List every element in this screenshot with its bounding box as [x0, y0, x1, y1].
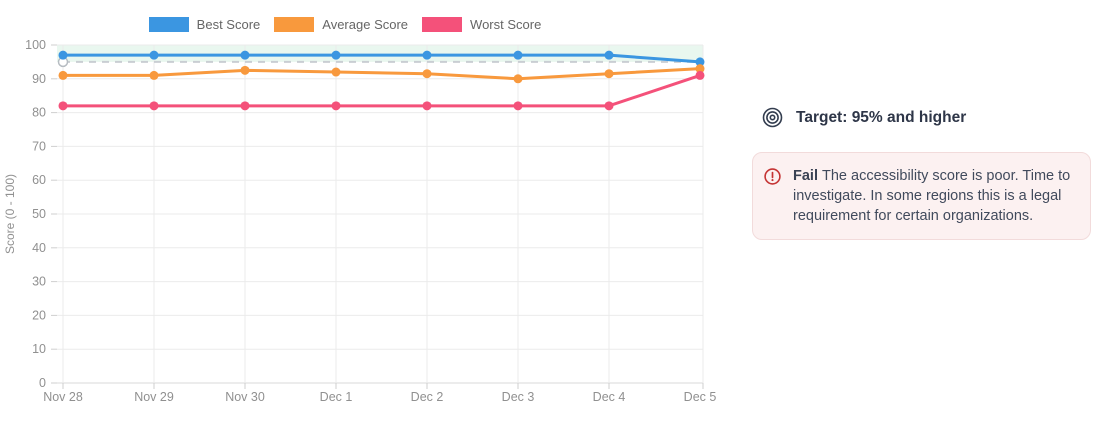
y-tick-label: 0	[39, 376, 46, 390]
target-band	[57, 45, 703, 62]
y-tick-label: 90	[32, 72, 46, 86]
alert-body: The accessibility score is poor. Time to…	[793, 168, 1071, 224]
legend-label: Worst Score	[470, 17, 542, 32]
data-point	[695, 64, 705, 74]
series-line	[61, 73, 702, 108]
data-point	[331, 67, 341, 77]
data-point	[422, 101, 432, 111]
chart-legend: Best Score Average Score Worst Score	[0, 17, 690, 32]
data-point	[240, 101, 250, 111]
data-point	[58, 70, 68, 80]
score-chart: Best Score Average Score Worst Score 0 10 20…	[0, 17, 717, 404]
series-line	[61, 67, 702, 81]
legend-label: Average Score	[322, 17, 409, 32]
y-axis-title: Score (0 - 100)	[3, 174, 17, 254]
y-tick-label: 30	[32, 275, 46, 289]
data-point	[695, 57, 705, 67]
x-tick-label: Nov 28	[43, 390, 83, 404]
series-line	[61, 53, 702, 64]
y-tick-label: 40	[32, 241, 46, 255]
y-tick-label: 100	[25, 38, 46, 52]
data-point	[240, 50, 250, 60]
x-tick-label: Nov 29	[134, 390, 174, 404]
data-point	[149, 50, 159, 60]
x-tick-label: Dec 2	[411, 390, 444, 404]
target-bullseye-icon	[762, 107, 783, 128]
data-point	[513, 74, 523, 84]
data-point	[149, 101, 159, 111]
y-tick-label: 20	[32, 308, 46, 322]
x-tick-label: Dec 5	[684, 390, 717, 404]
x-tick-label: Nov 30	[225, 390, 265, 404]
target-note: Target: 95% and higher	[762, 107, 966, 128]
alert-message: Fail The accessibility score is poor. Ti…	[793, 166, 1074, 226]
y-tick-label: 80	[32, 106, 46, 120]
data-point	[422, 50, 432, 60]
y-tick-label: 70	[32, 139, 46, 153]
legend-label: Best Score	[196, 17, 261, 32]
data-point	[604, 101, 614, 111]
data-point	[513, 101, 523, 111]
legend-swatch	[148, 17, 189, 32]
y-tick-label: 60	[32, 173, 46, 187]
data-point	[695, 70, 705, 80]
fail-alert: Fail The accessibility score is poor. Ti…	[752, 152, 1091, 240]
alert-exclamation-icon	[764, 166, 781, 190]
score-chart-svg: 0 10 20 30 40 50 60 70 80 90 100 Nov 28 Nov 29 Nov 30…	[3, 38, 717, 404]
x-tick-label: Dec 4	[593, 390, 626, 404]
y-tick-label: 50	[32, 207, 46, 221]
legend-item-worst-score[interactable]: Worst Score	[422, 17, 541, 32]
data-point	[513, 50, 523, 60]
x-tick-label: Dec 3	[502, 390, 535, 404]
alert-title: Fail	[793, 168, 823, 184]
data-point	[331, 50, 341, 60]
legend-swatch	[422, 17, 463, 32]
target-label: Target: 95% and higher	[796, 108, 967, 126]
y-tick-label: 10	[32, 342, 46, 356]
x-tick-label: Dec 1	[320, 390, 353, 404]
data-point	[604, 50, 614, 60]
legend-item-average-score[interactable]: Average Score	[274, 17, 408, 32]
data-point	[604, 69, 614, 79]
data-point	[240, 65, 250, 75]
data-point	[58, 101, 68, 111]
data-point	[331, 101, 341, 111]
legend-swatch	[274, 17, 315, 32]
data-point	[422, 69, 432, 79]
data-point	[149, 70, 159, 80]
legend-item-best-score[interactable]: Best Score	[148, 17, 261, 32]
data-point	[58, 50, 68, 60]
